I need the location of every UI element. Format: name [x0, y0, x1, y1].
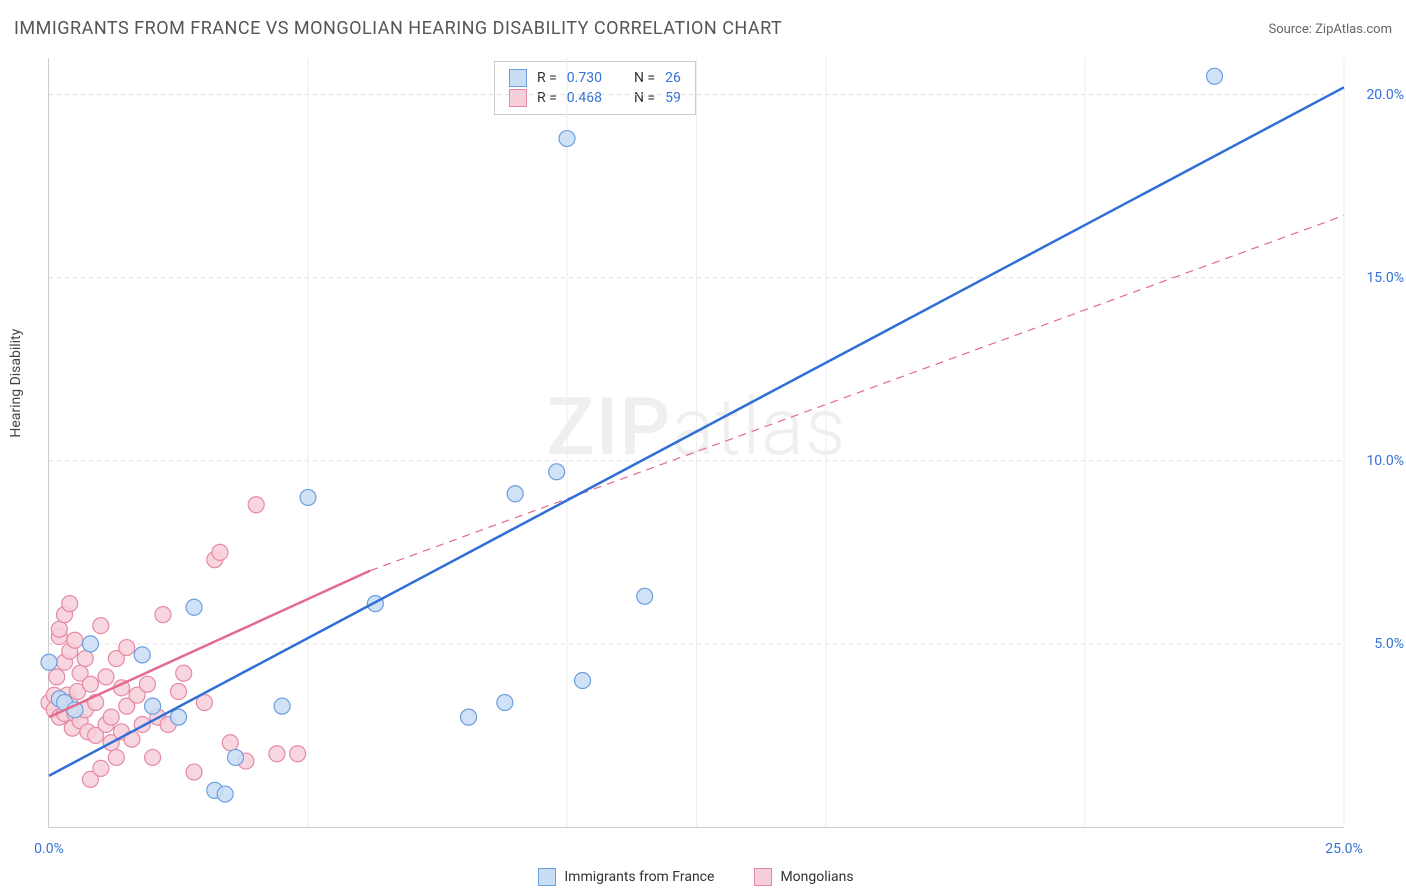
y-tick-label: 5.0%	[1349, 636, 1404, 652]
chart-title: IMMIGRANTS FROM FRANCE VS MONGOLIAN HEAR…	[14, 18, 782, 39]
y-tick-label: 10.0%	[1349, 453, 1404, 469]
legend-swatch-mongolians	[754, 868, 772, 886]
chart-container: IMMIGRANTS FROM FRANCE VS MONGOLIAN HEAR…	[0, 0, 1406, 892]
legend-item-france: Immigrants from France	[538, 868, 714, 886]
y-axis-label: Hearing Disability	[8, 329, 24, 438]
source-value: ZipAtlas.com	[1315, 22, 1392, 37]
legend-label: Mongolians	[780, 869, 853, 885]
y-tick-label: 20.0%	[1349, 87, 1404, 103]
legend-item-mongolians: Mongolians	[754, 868, 853, 886]
plot-area: ZIPatlas R = 0.730 N = 26 R = 0.468 N = …	[48, 58, 1344, 828]
x-tick-label: 25.0%	[1325, 841, 1363, 857]
legend-swatch-france	[538, 868, 556, 886]
y-tick-label: 15.0%	[1349, 270, 1404, 286]
legend-label: Immigrants from France	[564, 869, 714, 885]
source-label: Source:	[1268, 22, 1315, 37]
source-attribution: Source: ZipAtlas.com	[1268, 22, 1392, 37]
legend-bottom: Immigrants from France Mongolians	[48, 868, 1344, 886]
x-tick-label: 0.0%	[34, 841, 64, 857]
scatter-svg	[49, 58, 1344, 827]
